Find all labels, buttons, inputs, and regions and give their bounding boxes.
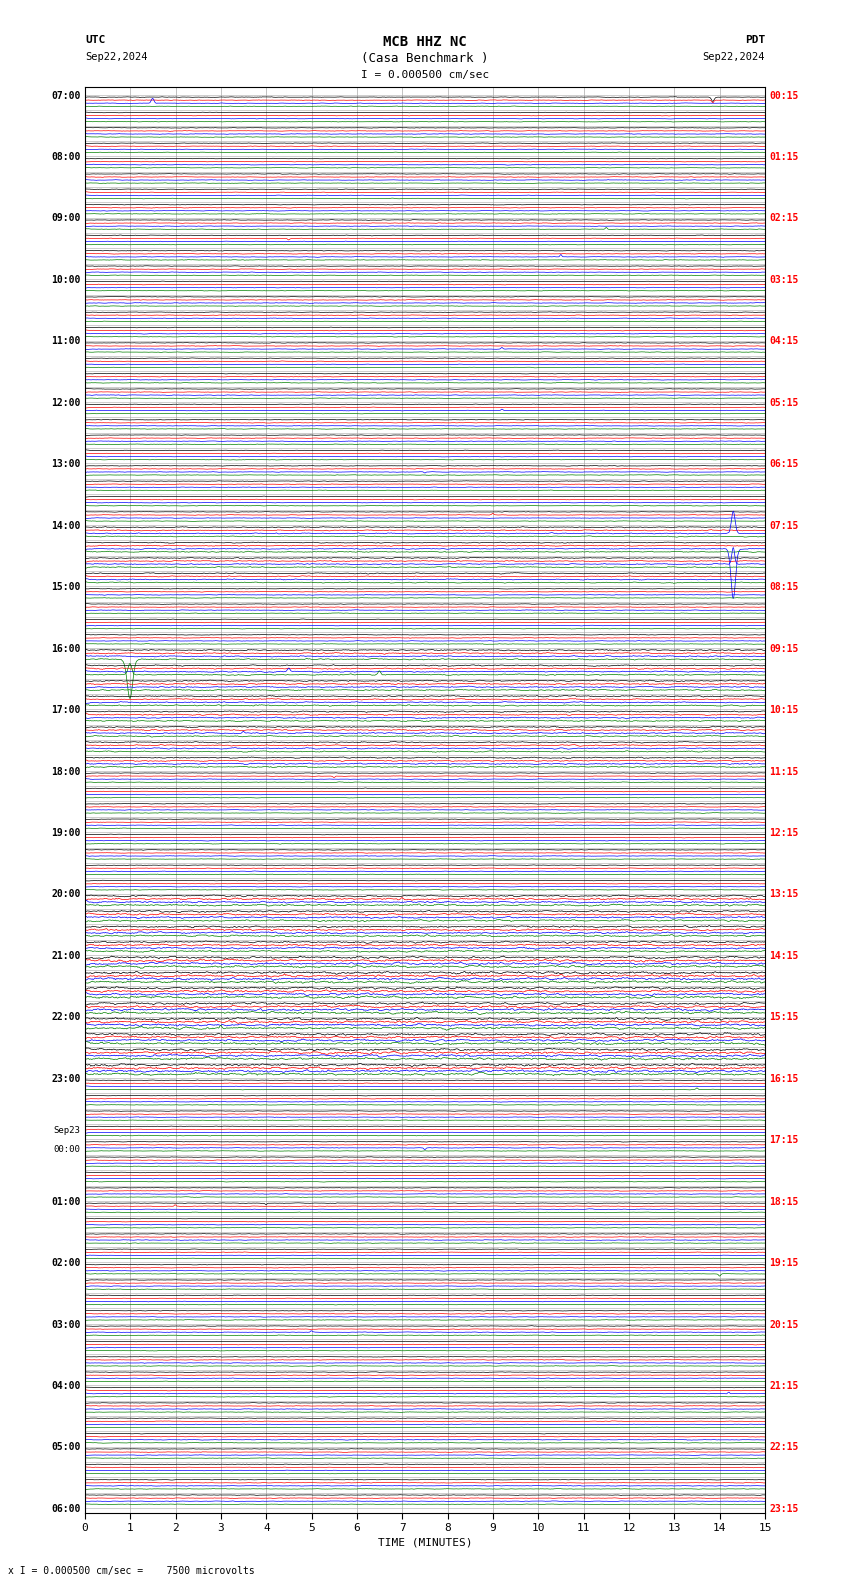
Text: 12:15: 12:15 xyxy=(769,828,799,838)
Text: 09:00: 09:00 xyxy=(51,214,81,223)
Text: 14:15: 14:15 xyxy=(769,950,799,961)
Text: 06:00: 06:00 xyxy=(51,1503,81,1514)
Text: 06:15: 06:15 xyxy=(769,459,799,469)
Text: 21:15: 21:15 xyxy=(769,1381,799,1391)
Text: 19:00: 19:00 xyxy=(51,828,81,838)
Text: 07:15: 07:15 xyxy=(769,521,799,531)
Text: 01:15: 01:15 xyxy=(769,152,799,162)
Text: 22:15: 22:15 xyxy=(769,1443,799,1453)
Text: 11:15: 11:15 xyxy=(769,767,799,776)
Text: 23:00: 23:00 xyxy=(51,1074,81,1083)
Text: MCB HHZ NC: MCB HHZ NC xyxy=(383,35,467,49)
Text: 20:15: 20:15 xyxy=(769,1319,799,1329)
Text: 00:00: 00:00 xyxy=(54,1145,81,1153)
Text: 03:00: 03:00 xyxy=(51,1319,81,1329)
Text: 23:15: 23:15 xyxy=(769,1503,799,1514)
Text: 10:15: 10:15 xyxy=(769,705,799,714)
Text: 02:15: 02:15 xyxy=(769,214,799,223)
Text: 08:00: 08:00 xyxy=(51,152,81,162)
X-axis label: TIME (MINUTES): TIME (MINUTES) xyxy=(377,1538,473,1548)
Text: 21:00: 21:00 xyxy=(51,950,81,961)
Text: PDT: PDT xyxy=(745,35,765,44)
Text: 18:15: 18:15 xyxy=(769,1196,799,1207)
Text: 09:15: 09:15 xyxy=(769,643,799,654)
Text: 01:00: 01:00 xyxy=(51,1196,81,1207)
Text: Sep22,2024: Sep22,2024 xyxy=(702,52,765,62)
Text: 20:00: 20:00 xyxy=(51,889,81,900)
Text: 04:00: 04:00 xyxy=(51,1381,81,1391)
Text: 00:15: 00:15 xyxy=(769,90,799,100)
Text: (Casa Benchmark ): (Casa Benchmark ) xyxy=(361,52,489,65)
Text: 18:00: 18:00 xyxy=(51,767,81,776)
Text: 07:00: 07:00 xyxy=(51,90,81,100)
Text: x I = 0.000500 cm/sec =    7500 microvolts: x I = 0.000500 cm/sec = 7500 microvolts xyxy=(8,1567,255,1576)
Text: I = 0.000500 cm/sec: I = 0.000500 cm/sec xyxy=(361,70,489,79)
Text: 03:15: 03:15 xyxy=(769,276,799,285)
Text: 08:15: 08:15 xyxy=(769,583,799,592)
Text: UTC: UTC xyxy=(85,35,105,44)
Text: 05:15: 05:15 xyxy=(769,398,799,407)
Text: 11:00: 11:00 xyxy=(51,336,81,347)
Text: 13:00: 13:00 xyxy=(51,459,81,469)
Text: 19:15: 19:15 xyxy=(769,1258,799,1269)
Text: 05:00: 05:00 xyxy=(51,1443,81,1453)
Text: 16:00: 16:00 xyxy=(51,643,81,654)
Text: Sep23: Sep23 xyxy=(54,1126,81,1136)
Text: 15:00: 15:00 xyxy=(51,583,81,592)
Text: 02:00: 02:00 xyxy=(51,1258,81,1269)
Text: 15:15: 15:15 xyxy=(769,1012,799,1022)
Text: 17:00: 17:00 xyxy=(51,705,81,714)
Text: 22:00: 22:00 xyxy=(51,1012,81,1022)
Text: 10:00: 10:00 xyxy=(51,276,81,285)
Text: 12:00: 12:00 xyxy=(51,398,81,407)
Text: Sep22,2024: Sep22,2024 xyxy=(85,52,148,62)
Text: 04:15: 04:15 xyxy=(769,336,799,347)
Text: 16:15: 16:15 xyxy=(769,1074,799,1083)
Text: 14:00: 14:00 xyxy=(51,521,81,531)
Text: 17:15: 17:15 xyxy=(769,1136,799,1145)
Text: 13:15: 13:15 xyxy=(769,889,799,900)
